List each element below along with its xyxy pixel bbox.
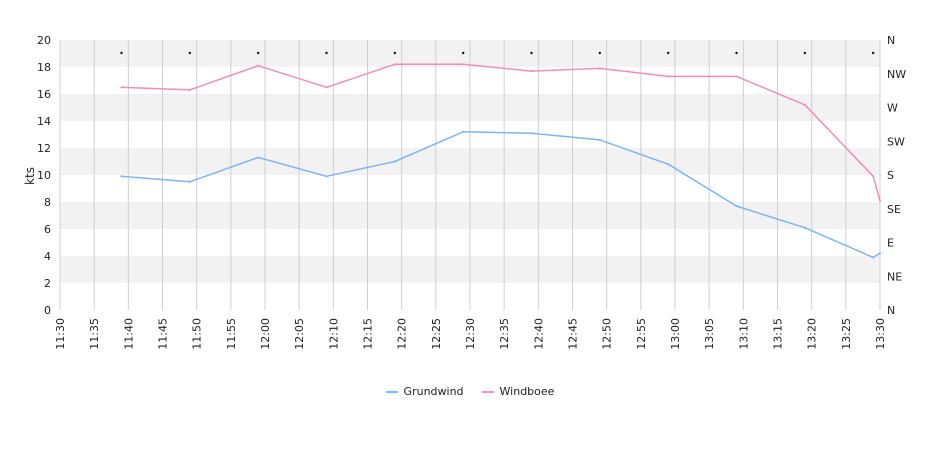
data-point-grundwind	[257, 156, 260, 159]
data-point-grundwind	[325, 175, 328, 178]
x-tick-label: 11:40	[122, 318, 135, 350]
data-point-windboee	[598, 67, 601, 70]
x-tick-label: 12:35	[498, 318, 511, 350]
y-tick-label: 20	[37, 34, 51, 47]
data-point-windboee	[462, 63, 465, 66]
legend-item-grundwind[interactable]: Grundwind	[385, 385, 464, 398]
direction-label: SW	[887, 135, 905, 148]
data-point-windboee	[803, 103, 806, 106]
x-tick-label: 13:30	[874, 318, 887, 350]
direction-marker	[393, 51, 397, 55]
x-tick-label: 12:50	[601, 318, 614, 350]
data-point-windboee	[878, 199, 882, 202]
y-tick-label: 16	[37, 88, 51, 101]
x-tick-label: 12:20	[396, 318, 409, 350]
y-tick-label: 10	[37, 169, 51, 182]
x-tick-label: 13:05	[703, 318, 716, 350]
x-tick-label: 11:45	[157, 318, 170, 350]
x-tick-label: 12:40	[532, 318, 545, 350]
legend-swatch	[481, 390, 494, 393]
x-tick-label: 12:55	[635, 318, 648, 350]
y-tick-label: 18	[37, 61, 51, 74]
direction-label: N	[887, 34, 895, 47]
x-tick-label: 13:15	[772, 318, 785, 350]
data-point-grundwind	[667, 163, 670, 166]
data-point-windboee	[735, 75, 738, 78]
x-tick-label: 13:10	[737, 318, 750, 350]
direction-marker	[530, 51, 533, 55]
legend-swatch	[385, 390, 398, 393]
x-tick-label: 11:55	[225, 318, 238, 350]
data-point-windboee	[120, 86, 123, 89]
direction-label: E	[887, 237, 894, 250]
data-point-windboee	[257, 64, 260, 67]
x-tick-label: 12:45	[567, 318, 580, 350]
x-tick-label: 12:10	[327, 318, 340, 350]
data-point-windboee	[667, 75, 670, 78]
y-tick-label: 0	[44, 304, 51, 317]
y-tick-label: 12	[37, 142, 51, 155]
x-tick-label: 13:00	[669, 318, 682, 350]
data-point-grundwind	[803, 226, 806, 229]
direction-marker	[598, 51, 602, 55]
direction-marker	[871, 51, 875, 55]
data-point-windboee	[872, 175, 875, 178]
y-tick-label: 4	[44, 250, 51, 263]
y-axis-ticks: 0 2 4 6 8 10 12 14 16 18 20	[37, 34, 51, 317]
data-point-grundwind	[735, 204, 738, 208]
data-point-grundwind	[188, 180, 191, 183]
direction-marker	[735, 51, 738, 55]
direction-marker	[120, 51, 123, 55]
x-tick-label: 13:25	[840, 318, 853, 350]
data-point-windboee	[325, 86, 328, 89]
data-point-grundwind	[872, 256, 875, 259]
y-tick-label: 6	[44, 223, 51, 236]
legend-label: Windboee	[499, 385, 555, 398]
direction-label: N	[887, 304, 895, 317]
legend: Grundwind Windboee	[0, 385, 940, 398]
x-axis-ticks: 11:30 11:35 11:40 11:45 11:50 11:55 12:00 12:05…	[54, 318, 887, 350]
direction-markers	[120, 51, 875, 55]
legend-label: Grundwind	[403, 385, 464, 398]
y-tick-label: 2	[44, 277, 51, 290]
series-lines	[120, 63, 882, 259]
data-point-grundwind	[530, 132, 533, 135]
data-point-windboee	[188, 88, 191, 92]
direction-label: S	[887, 169, 894, 182]
data-point-grundwind	[393, 160, 396, 163]
legend-item-windboee[interactable]: Windboee	[481, 385, 555, 398]
vertical-gridlines	[59, 40, 881, 310]
direction-marker	[188, 51, 192, 55]
x-tick-label: 12:05	[293, 318, 306, 350]
data-point-grundwind	[120, 175, 123, 178]
y-tick-label: 8	[44, 196, 51, 209]
x-tick-label: 12:25	[430, 318, 443, 350]
x-tick-label: 13:20	[806, 318, 819, 350]
y-tick-label: 14	[37, 115, 51, 128]
data-point-windboee	[393, 63, 396, 66]
x-tick-label: 11:35	[88, 318, 101, 350]
data-point-grundwind	[878, 252, 882, 255]
x-tick-label: 12:00	[259, 318, 272, 350]
direction-label: SE	[887, 203, 901, 216]
x-tick-label: 11:50	[191, 318, 204, 350]
direction-marker	[461, 51, 465, 55]
direction-marker	[256, 51, 260, 55]
x-tick-label: 12:15	[362, 318, 375, 350]
data-point-grundwind	[598, 138, 601, 141]
direction-label: NE	[887, 270, 902, 283]
x-tick-label: 11:30	[54, 318, 67, 350]
data-point-grundwind	[462, 130, 465, 133]
data-point-windboee	[530, 69, 533, 73]
x-tick-label: 12:30	[464, 318, 477, 350]
direction-axis-labels: N NE E SE S SW W NW N	[887, 34, 906, 317]
y-axis-title: kts	[23, 167, 37, 185]
direction-marker	[325, 51, 328, 55]
direction-label: NW	[887, 68, 906, 81]
direction-marker	[666, 51, 670, 55]
direction-label: W	[887, 102, 898, 115]
direction-marker	[803, 51, 807, 55]
